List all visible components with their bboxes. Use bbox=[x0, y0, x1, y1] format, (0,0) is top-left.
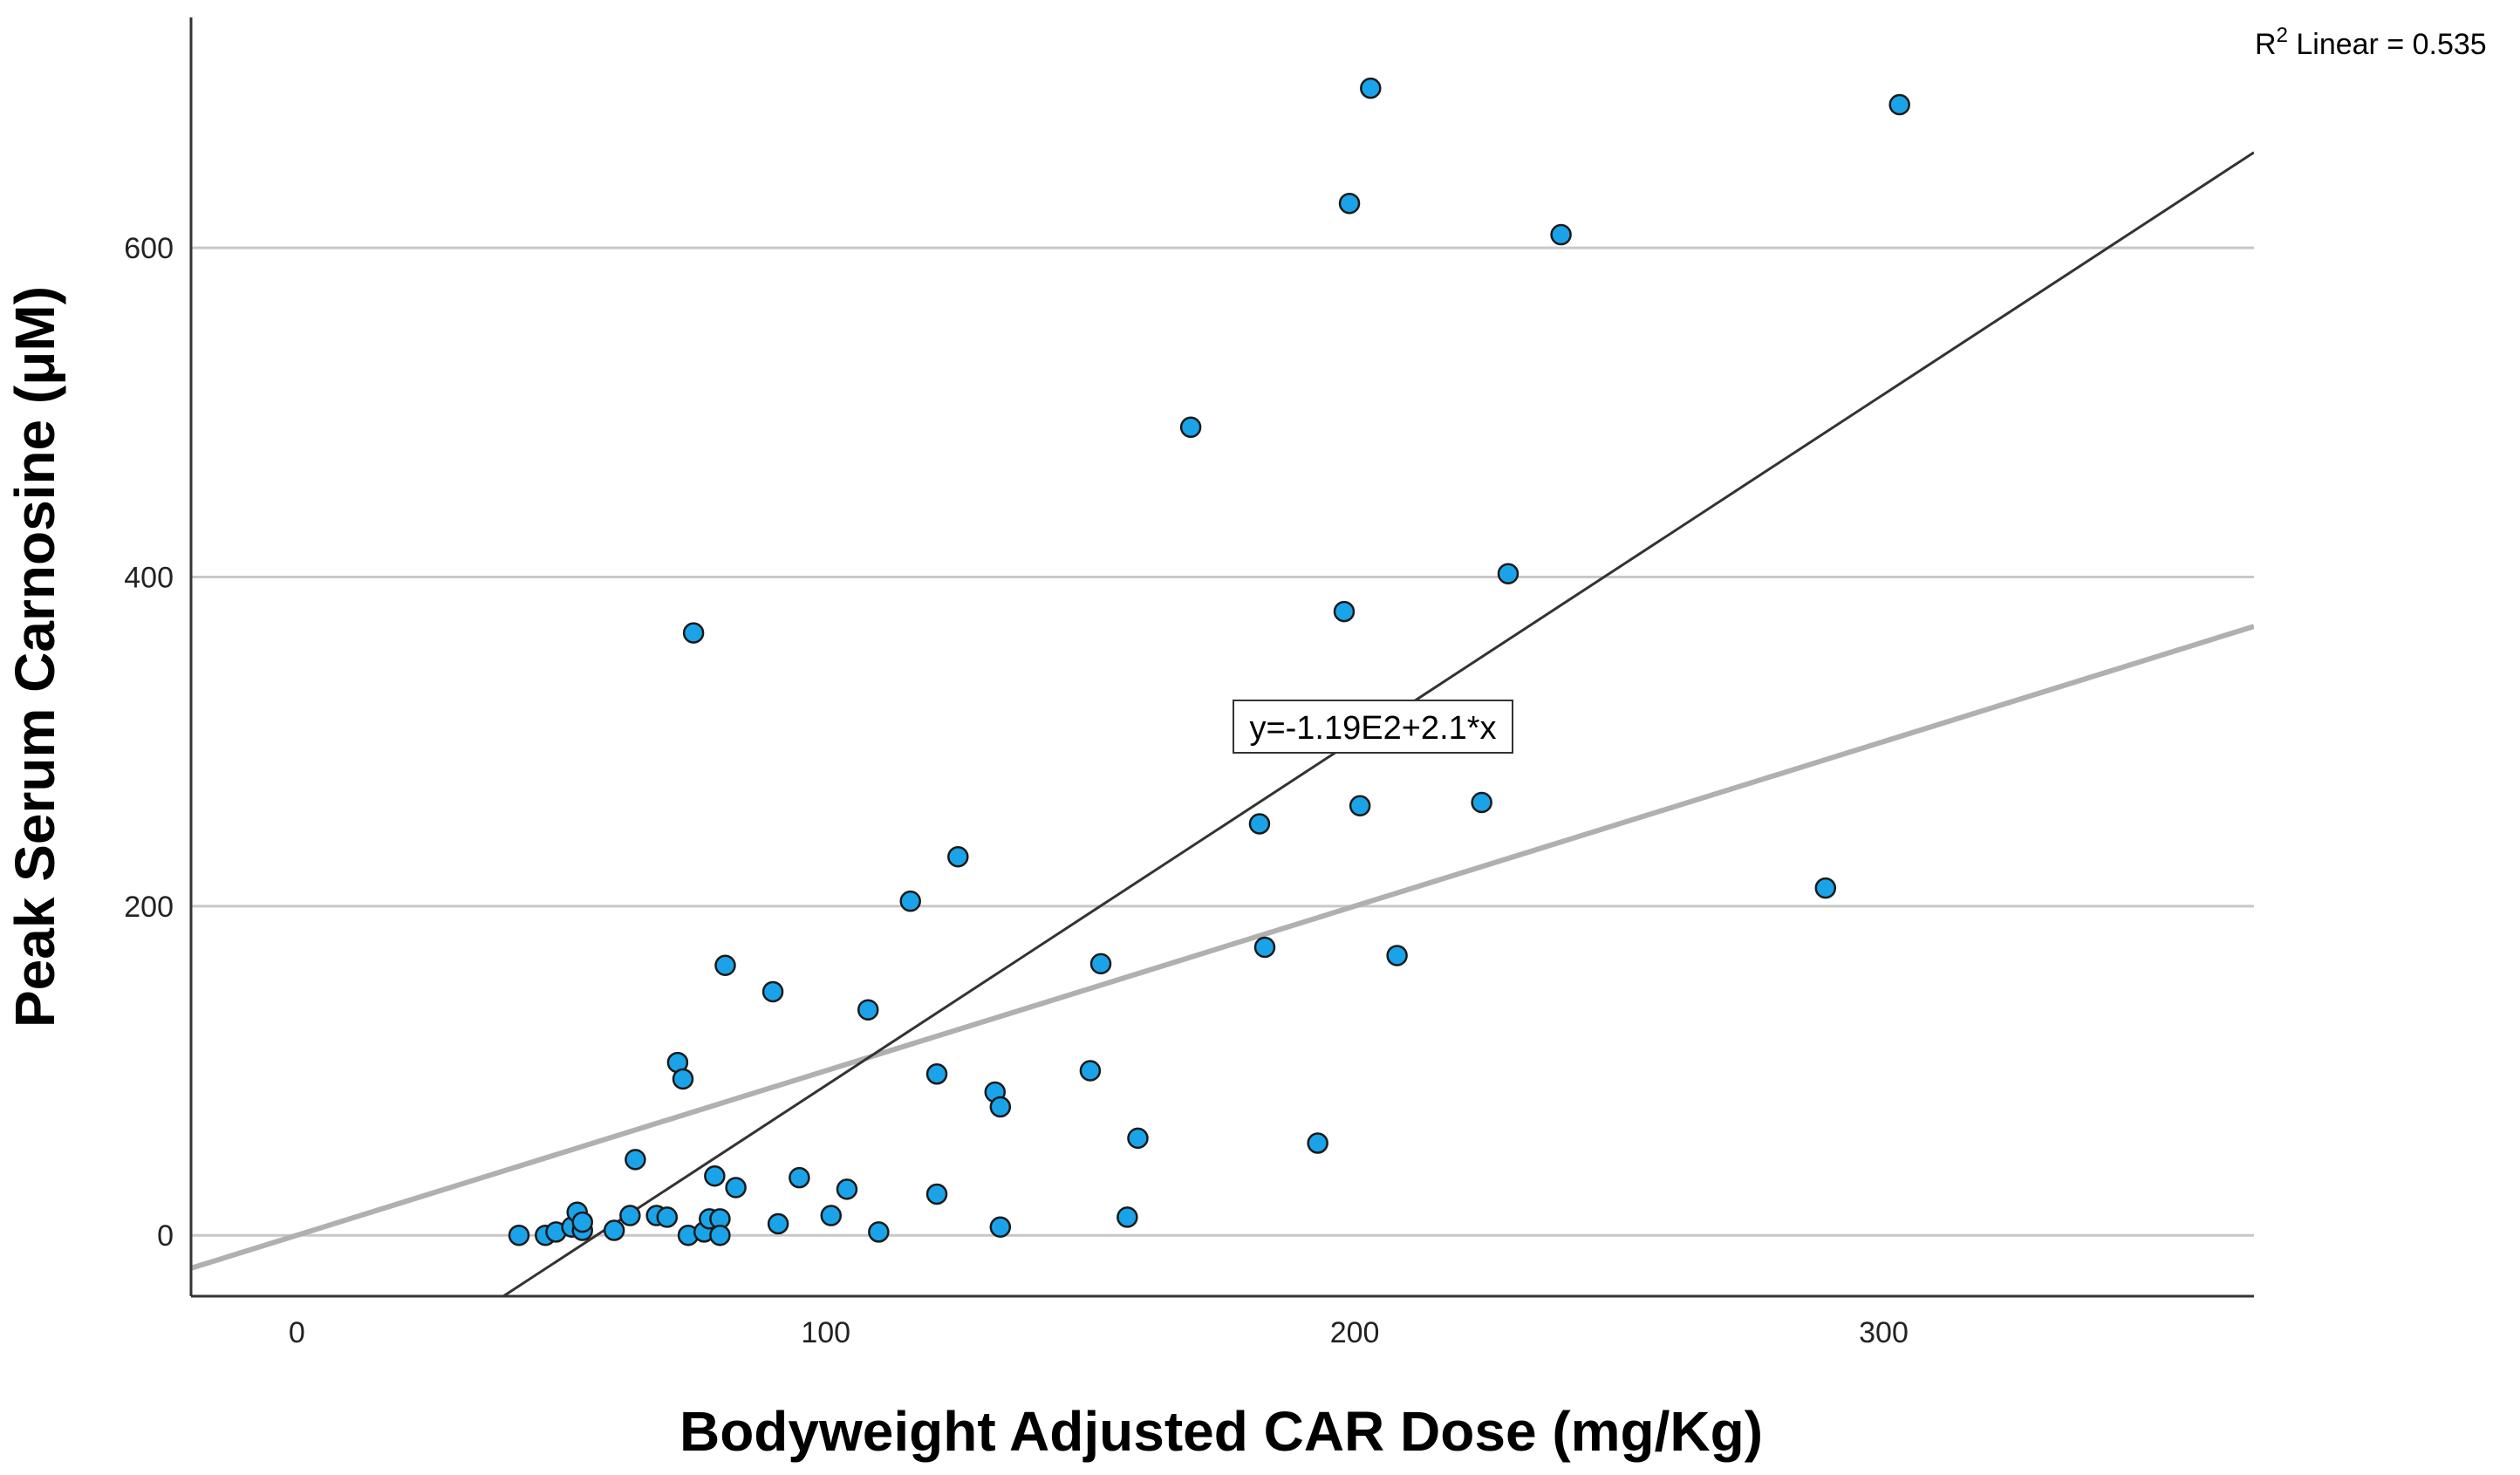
y-tick-label-400: 400 bbox=[124, 561, 174, 594]
reference-line bbox=[191, 624, 2254, 1271]
data-point-21 bbox=[714, 954, 736, 977]
fit-equation-box: y=-1.19E2+2.1*x bbox=[1233, 700, 1513, 754]
data-point-52 bbox=[1550, 223, 1572, 246]
data-point-36 bbox=[989, 1216, 1012, 1239]
data-points bbox=[508, 77, 1910, 1246]
data-point-49 bbox=[1386, 945, 1408, 966]
data-point-18 bbox=[704, 1165, 726, 1187]
data-point-32 bbox=[925, 1183, 948, 1205]
data-point-33 bbox=[947, 845, 969, 868]
tick-labels: 0 100 200 300 0 200 400 600 bbox=[124, 232, 1909, 1349]
data-point-9 bbox=[625, 1149, 646, 1171]
y-tick-label-200: 200 bbox=[124, 891, 174, 924]
data-point-48 bbox=[1360, 77, 1382, 99]
data-point-29 bbox=[868, 1221, 890, 1243]
x-tick-label-100: 100 bbox=[801, 1316, 850, 1349]
equation-box-frame bbox=[1233, 700, 1513, 754]
data-point-8 bbox=[619, 1205, 641, 1226]
data-point-47 bbox=[1349, 795, 1371, 817]
axes bbox=[189, 17, 2254, 1298]
r-squared-value: Linear = 0.535 bbox=[2288, 28, 2487, 61]
data-point-44 bbox=[1307, 1132, 1328, 1154]
data-point-51 bbox=[1497, 563, 1520, 584]
data-point-43 bbox=[1253, 936, 1276, 959]
data-point-50 bbox=[1471, 791, 1492, 814]
data-point-26 bbox=[820, 1205, 843, 1226]
data-point-20 bbox=[709, 1224, 731, 1246]
data-point-6 bbox=[571, 1211, 593, 1233]
gridlines bbox=[191, 246, 2254, 1237]
data-point-46 bbox=[1338, 192, 1361, 215]
x-tick-label-300: 300 bbox=[1859, 1316, 1909, 1349]
data-point-30 bbox=[899, 890, 921, 912]
data-point-11 bbox=[656, 1206, 679, 1228]
x-axis-title: Bodyweight Adjusted CAR Dose (mg/Kg) bbox=[680, 1400, 1763, 1463]
data-point-41 bbox=[1179, 416, 1202, 439]
data-point-35 bbox=[989, 1096, 1012, 1118]
data-point-0 bbox=[508, 1224, 530, 1246]
fit-line bbox=[501, 151, 2254, 1296]
data-point-7 bbox=[603, 1219, 625, 1241]
data-point-39 bbox=[1117, 1206, 1138, 1228]
x-tick-label-200: 200 bbox=[1330, 1316, 1380, 1349]
data-point-40 bbox=[1127, 1127, 1149, 1150]
fit-equation-label: y=-1.19E2+2.1*x bbox=[1249, 710, 1496, 747]
data-point-54 bbox=[1888, 93, 1910, 116]
data-point-28 bbox=[857, 999, 879, 1021]
data-point-24 bbox=[767, 1212, 789, 1235]
data-point-15 bbox=[682, 622, 705, 644]
y-tick-label-0: 0 bbox=[157, 1219, 174, 1253]
r-squared-label: R2 Linear = 0.535 bbox=[2255, 24, 2487, 61]
data-point-22 bbox=[725, 1177, 747, 1198]
r-squared-superscript: 2 bbox=[2277, 24, 2288, 47]
trend-lines bbox=[191, 151, 2254, 1296]
data-point-27 bbox=[836, 1178, 858, 1200]
x-tick-label-0: 0 bbox=[289, 1316, 305, 1349]
data-point-31 bbox=[925, 1063, 948, 1085]
data-point-23 bbox=[761, 980, 784, 1003]
data-point-42 bbox=[1248, 813, 1271, 835]
y-axis-title: Peak Serum Carnosine (μM) bbox=[3, 286, 66, 1028]
data-point-53 bbox=[1814, 877, 1837, 899]
data-point-37 bbox=[1079, 1060, 1102, 1082]
data-point-38 bbox=[1089, 953, 1112, 975]
r-squared-prefix: R bbox=[2255, 28, 2277, 61]
y-tick-label-600: 600 bbox=[124, 232, 174, 265]
data-point-13 bbox=[672, 1068, 694, 1090]
data-point-25 bbox=[789, 1166, 810, 1189]
data-point-45 bbox=[1333, 600, 1356, 623]
